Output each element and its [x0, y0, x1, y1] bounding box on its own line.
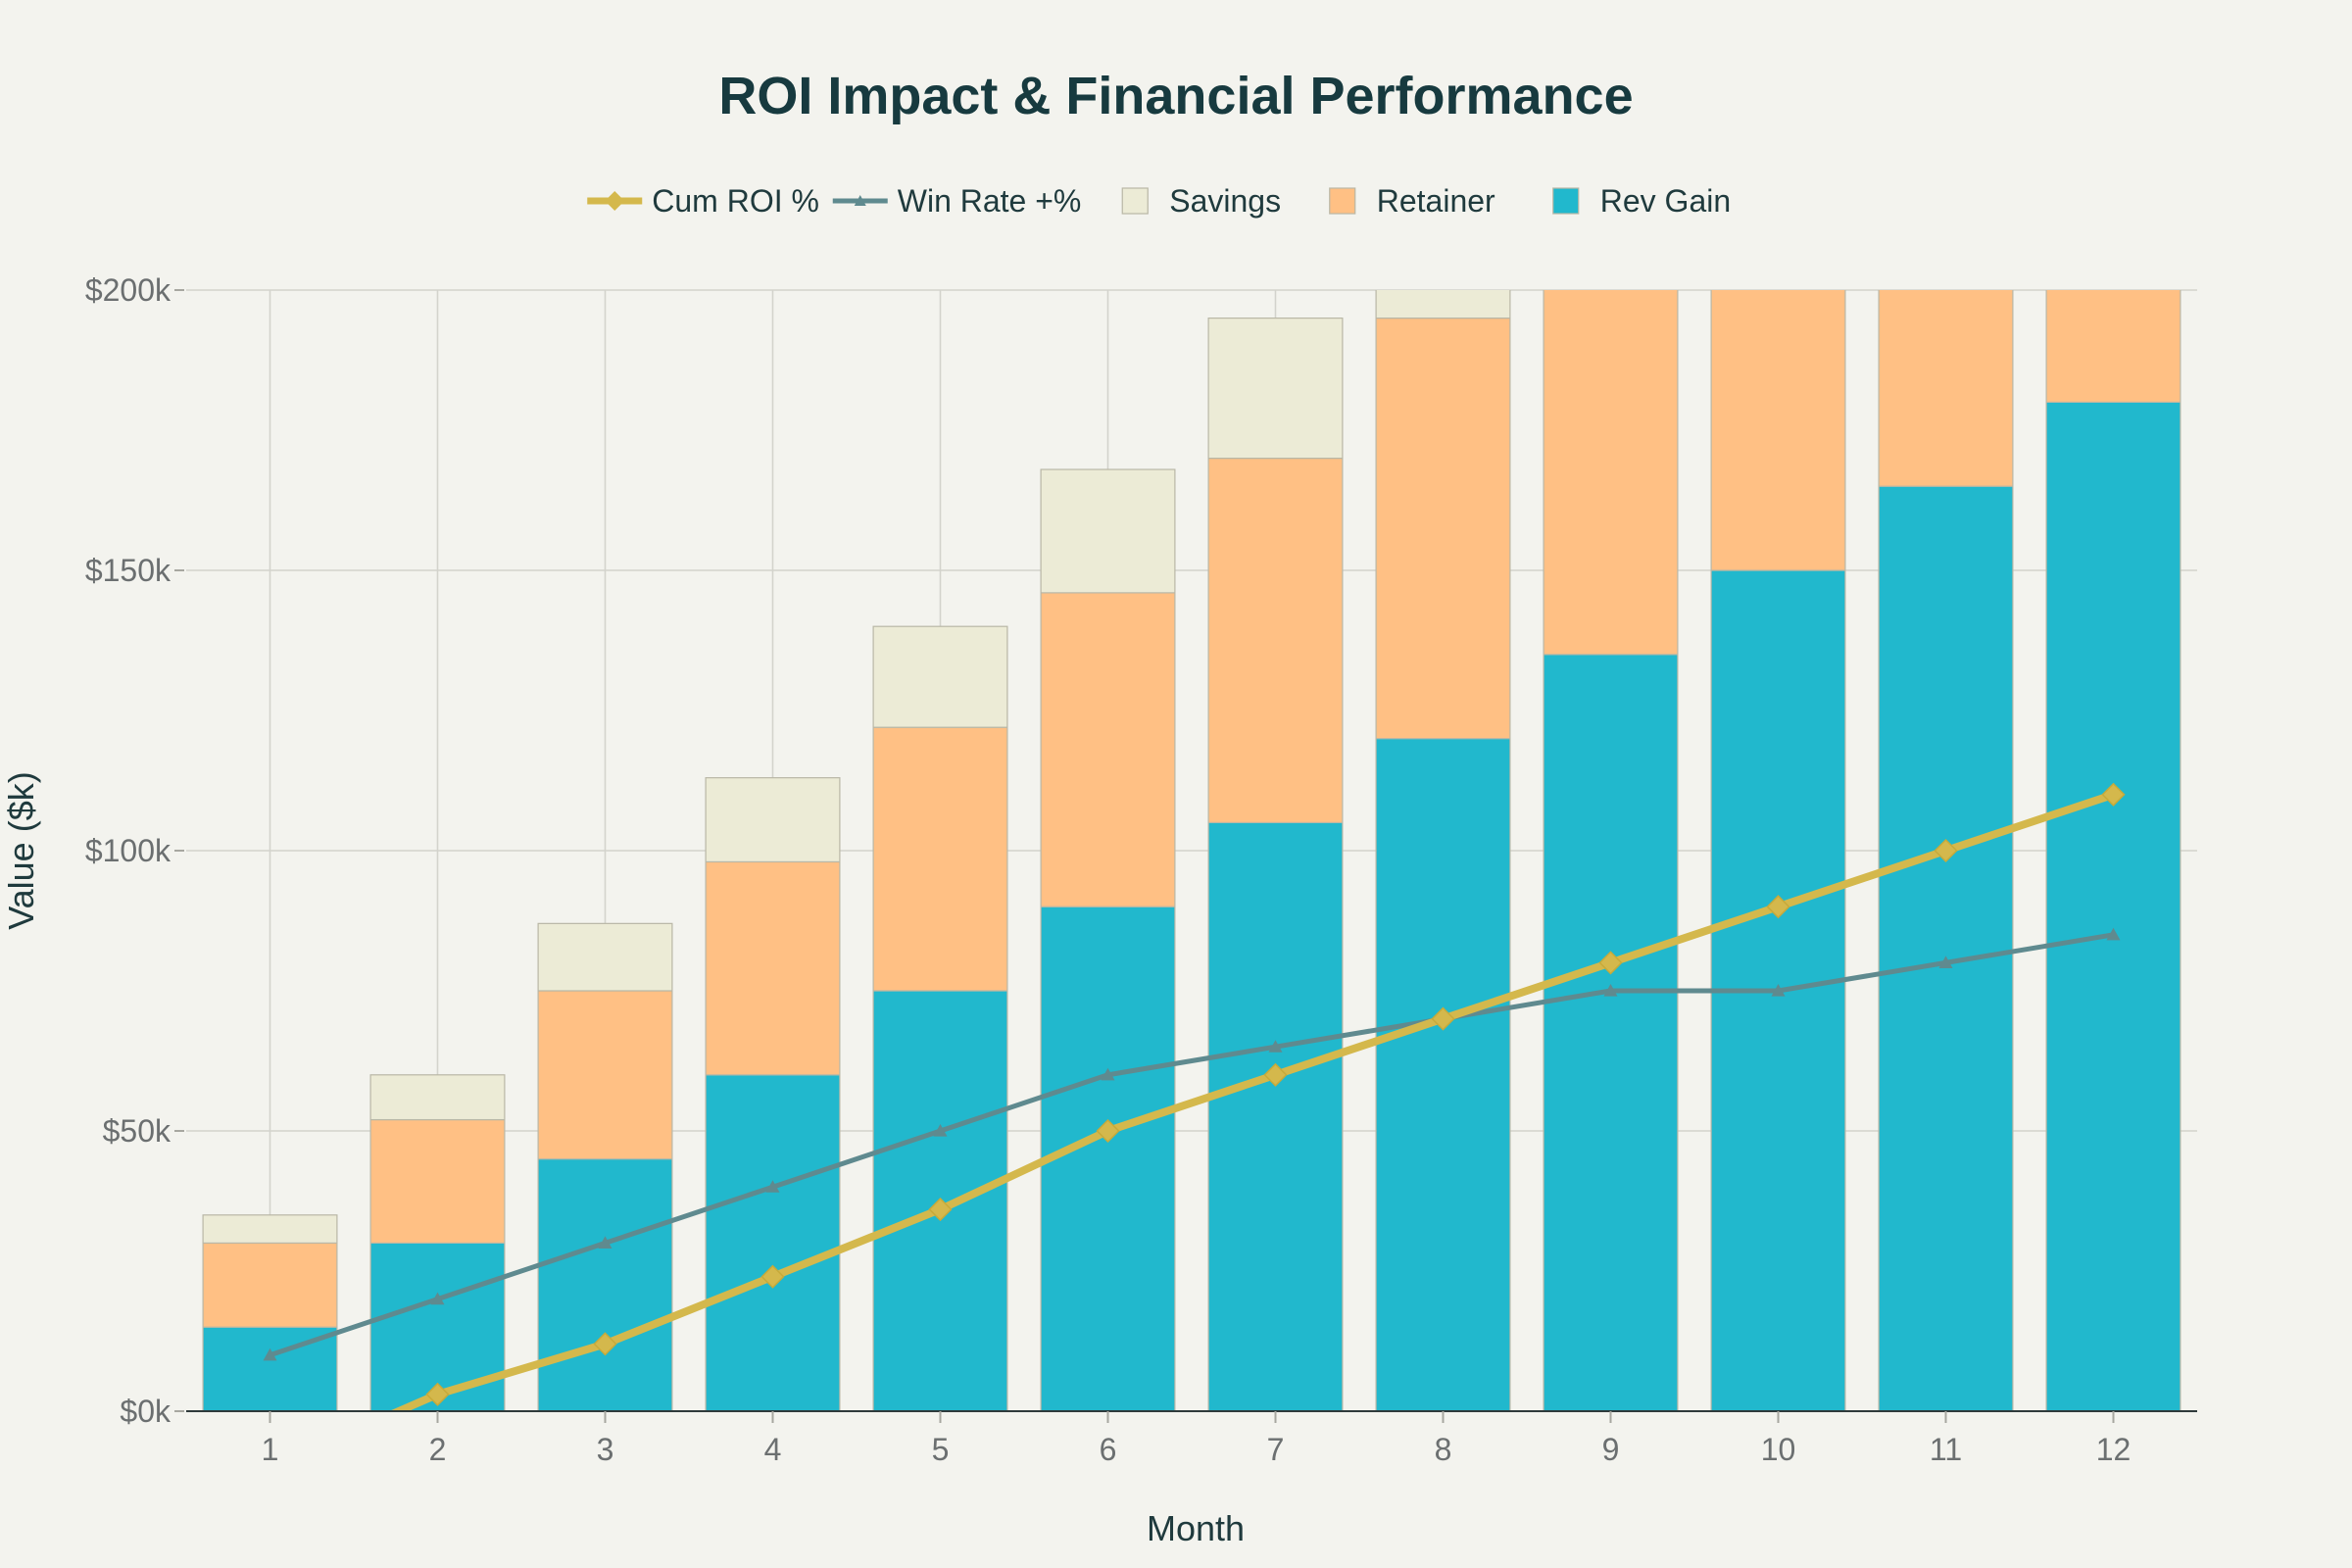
point-win-rate-month-6: [1101, 1067, 1115, 1081]
bar-rev-gain-month-3: [537, 1157, 673, 1411]
bar-rev-gain-month-12: [2045, 401, 2181, 1411]
point-cum-roi-month-3: [593, 1332, 617, 1356]
bar-rev-gain-month-11: [1878, 485, 2014, 1411]
legend-swatch: [1121, 187, 1149, 215]
y-tick-label: $150k: [85, 553, 172, 588]
legend-item-win-rate[interactable]: Win Rate +%: [832, 183, 1082, 219]
legend-label: Retainer: [1377, 183, 1495, 219]
legend-item-savings[interactable]: Savings: [1121, 183, 1281, 219]
point-win-rate-month-11: [1938, 956, 1953, 968]
point-cum-roi-month-2: [425, 1382, 450, 1406]
y-tick-label: $50k: [103, 1113, 172, 1149]
bar-retainer-month-5: [872, 726, 1008, 992]
point-cum-roi-month-6: [1096, 1118, 1120, 1144]
point-win-rate-month-9: [1603, 984, 1618, 997]
bar-savings-month-8: [1375, 290, 1511, 319]
y-axis-label: Value ($k): [1, 771, 41, 929]
point-win-rate-month-4: [765, 1180, 780, 1193]
bar-retainer-month-8: [1375, 318, 1511, 740]
x-tick-label: 5: [932, 1432, 950, 1467]
legend: Cum ROI % Win Rate +% Savings Retainer Rev G…: [587, 183, 1731, 219]
bar-retainer-month-2: [369, 1118, 506, 1245]
chart-title: ROI Impact & Financial Performance: [718, 67, 1633, 125]
legend-item-cum-roi[interactable]: Cum ROI %: [587, 183, 819, 219]
point-win-rate-month-7: [1268, 1040, 1283, 1053]
point-win-rate-month-1: [263, 1348, 277, 1361]
x-axis-label: Month: [1147, 1508, 1245, 1548]
lines: [263, 782, 2126, 1411]
point-cum-roi-month-8: [1431, 1006, 1455, 1031]
legend-label: Savings: [1169, 183, 1281, 219]
point-cum-roi-month-10: [1766, 895, 1790, 919]
legend-swatch: [1552, 187, 1580, 215]
legend-item-retainer[interactable]: Retainer: [1329, 183, 1495, 219]
line-win-rate: [268, 932, 2116, 1358]
bars: [202, 0, 2181, 1411]
bar-retainer-month-1: [202, 1242, 338, 1328]
y-tick-label: $0k: [120, 1394, 172, 1429]
legend-item-rev-gain[interactable]: Rev Gain: [1552, 183, 1731, 219]
legend-marker: [854, 195, 866, 206]
x-tick-label: 10: [1761, 1432, 1796, 1467]
x-tick-label: 1: [262, 1432, 279, 1467]
bar-savings-month-6: [1040, 468, 1176, 594]
x-tick-label: 2: [429, 1432, 447, 1467]
legend-label: Cum ROI %: [652, 183, 819, 219]
bar-savings-month-7: [1207, 318, 1344, 460]
bar-rev-gain-month-8: [1375, 737, 1511, 1411]
legend-label: Win Rate +%: [898, 183, 1082, 219]
bar-rev-gain-month-9: [1543, 654, 1679, 1411]
point-cum-roi-month-11: [1934, 838, 1958, 863]
bar-savings-month-3: [537, 922, 673, 992]
bar-savings-month-4: [705, 777, 841, 863]
y-tick-label: $200k: [85, 272, 172, 308]
bar-retainer-month-3: [537, 990, 673, 1160]
x-tick-label: 8: [1435, 1432, 1452, 1467]
bar-retainer-month-7: [1207, 458, 1344, 823]
x-tick-label: 9: [1602, 1432, 1620, 1467]
x-tick-label: 6: [1100, 1432, 1117, 1467]
bar-savings-month-10: [1711, 0, 1845, 38]
point-win-rate-month-2: [430, 1292, 445, 1305]
bar-savings-month-1: [202, 1214, 338, 1245]
bar-retainer-month-4: [705, 860, 841, 1076]
bar-rev-gain-month-4: [705, 1074, 841, 1411]
bar-savings-month-2: [369, 1074, 506, 1121]
legend-marker: [605, 191, 625, 211]
x-tick-label: 12: [2096, 1432, 2132, 1467]
bar-savings-month-5: [872, 625, 1008, 728]
point-win-rate-month-3: [598, 1236, 612, 1249]
point-cum-roi-month-5: [928, 1198, 953, 1222]
bar-retainer-month-9: [1543, 290, 1679, 656]
bar-rev-gain-month-6: [1040, 906, 1176, 1411]
y-tick-label: $100k: [85, 833, 172, 868]
point-cum-roi-month-9: [1598, 951, 1623, 975]
bar-retainer-month-11: [1878, 290, 2014, 487]
bar-rev-gain-month-7: [1207, 821, 1344, 1411]
legend-label: Rev Gain: [1600, 183, 1731, 219]
legend-swatch: [1329, 187, 1356, 215]
x-tick-label: 3: [597, 1432, 614, 1467]
point-win-rate-month-10: [1771, 984, 1786, 997]
bar-retainer-month-12: [2045, 290, 2181, 403]
x-tick-label: 7: [1267, 1432, 1285, 1467]
bar-retainer-month-10: [1710, 290, 1846, 571]
point-cum-roi-month-7: [1263, 1062, 1288, 1087]
line-cum-roi: [389, 790, 2118, 1411]
point-cum-roi-month-4: [760, 1264, 785, 1289]
x-tick-label: 4: [764, 1432, 782, 1467]
x-tick-label: 11: [1930, 1432, 1962, 1467]
point-win-rate-month-12: [2106, 927, 2121, 941]
point-win-rate-month-5: [933, 1124, 948, 1137]
point-cum-roi-month-12: [2101, 782, 2126, 807]
bar-retainer-month-6: [1040, 592, 1176, 907]
